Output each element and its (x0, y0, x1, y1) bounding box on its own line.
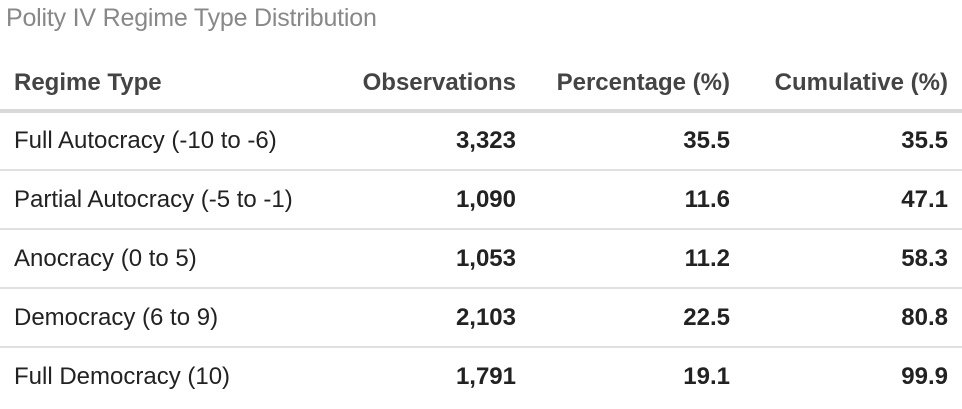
observations-cell: 1,791 (455, 363, 516, 390)
table-title: Polity IV Regime Type Distribution (6, 4, 377, 32)
table-row: Partial Autocracy (-5 to -1) 1,090 11.6 … (0, 170, 962, 230)
observations-cell: 1,090 (330, 170, 530, 230)
observations-cell: 3,323 (330, 111, 530, 171)
percentage-cell: 11.2 (530, 229, 744, 289)
header-row: Regime Type Observations Percentage (%) … (0, 56, 962, 113)
table-row: Democracy (6 to 9) 2,103 22.5 80.8 (0, 288, 962, 348)
column-header-regime-type: Regime Type (0, 56, 330, 113)
regime-type-cell: Full Autocracy (-10 to -6) (0, 111, 330, 171)
table-row: Anocracy (0 to 5) 1,053 11.2 58.3 (0, 229, 962, 289)
regime-type-cell: Anocracy (0 to 5) (0, 229, 330, 289)
regime-table: Regime Type Observations Percentage (%) … (0, 56, 962, 406)
table-row: Full Democracy (10) 1,791 19.1 99.9 (0, 347, 962, 406)
column-header-percentage: Percentage (%) (530, 56, 744, 113)
cumulative-cell: 80.8 (744, 288, 962, 348)
column-header-cumulative: Cumulative (%) (744, 56, 962, 113)
percentage-cell: 22.5 (530, 288, 744, 348)
regime-type-cell: Democracy (6 to 9) (0, 288, 330, 348)
table-row: Full Autocracy (-10 to -6) 3,323 35.5 35… (0, 111, 962, 171)
regime-type-cell: Partial Autocracy (-5 to -1) (0, 170, 330, 230)
cumulative-cell: 47.1 (744, 170, 962, 230)
observations-cell: 1,053 (330, 229, 530, 289)
cumulative-cell: 35.5 (744, 111, 962, 171)
observations-cell: 2,103 (330, 288, 530, 348)
cumulative-cell: 99.9 (901, 363, 948, 390)
percentage-cell: 11.6 (530, 170, 744, 230)
cumulative-cell: 58.3 (744, 229, 962, 289)
regime-type-cell: Full Democracy (10) (14, 363, 231, 390)
percentage-cell: 19.1 (683, 363, 730, 390)
column-header-observations: Observations (330, 56, 530, 113)
percentage-cell: 35.5 (530, 111, 744, 171)
